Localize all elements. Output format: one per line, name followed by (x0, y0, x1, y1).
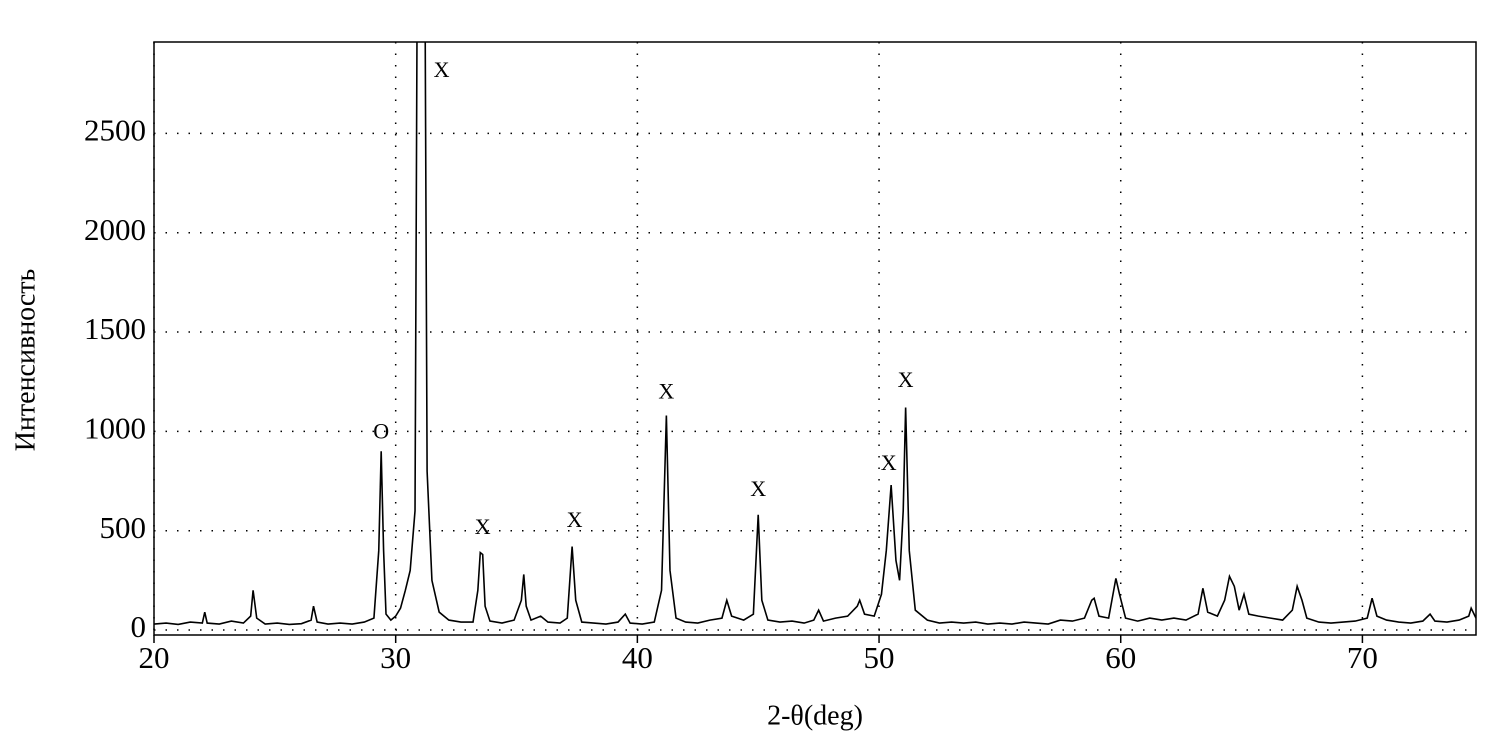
y-axis-label: Интенсивность (10, 269, 41, 452)
y-tick-label: 1500 (84, 311, 146, 346)
peak-annotation: X (475, 514, 491, 539)
y-tick-label: 2500 (84, 112, 146, 147)
x-tick-label: 60 (1105, 640, 1136, 675)
x-tick-label: 30 (380, 640, 411, 675)
peak-annotation: X (658, 379, 674, 404)
peak-annotation: X (881, 450, 897, 475)
peak-annotation: X (434, 57, 450, 82)
y-tick-label: 1000 (84, 410, 146, 445)
data-line (154, 42, 1476, 626)
peak-annotation: O (373, 418, 389, 443)
x-tick-label: 40 (622, 640, 653, 675)
x-tick-label: 70 (1347, 640, 1378, 675)
plot-frame (153, 41, 1477, 636)
x-axis-label: 2-θ(deg) (767, 700, 863, 731)
y-tick-label: 500 (100, 510, 147, 545)
x-tick-label: 20 (139, 640, 170, 675)
peak-annotation: X (898, 367, 914, 392)
x-tick-label: 50 (864, 640, 895, 675)
peak-annotation: X (750, 476, 766, 501)
y-tick-label: 0 (131, 609, 147, 644)
y-tick-label: 2000 (84, 212, 146, 247)
peak-annotation: X (567, 507, 583, 532)
